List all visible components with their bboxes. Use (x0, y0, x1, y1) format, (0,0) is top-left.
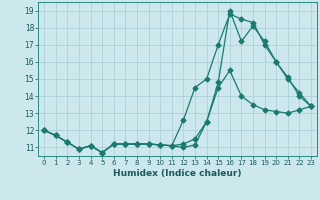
X-axis label: Humidex (Indice chaleur): Humidex (Indice chaleur) (113, 169, 242, 178)
